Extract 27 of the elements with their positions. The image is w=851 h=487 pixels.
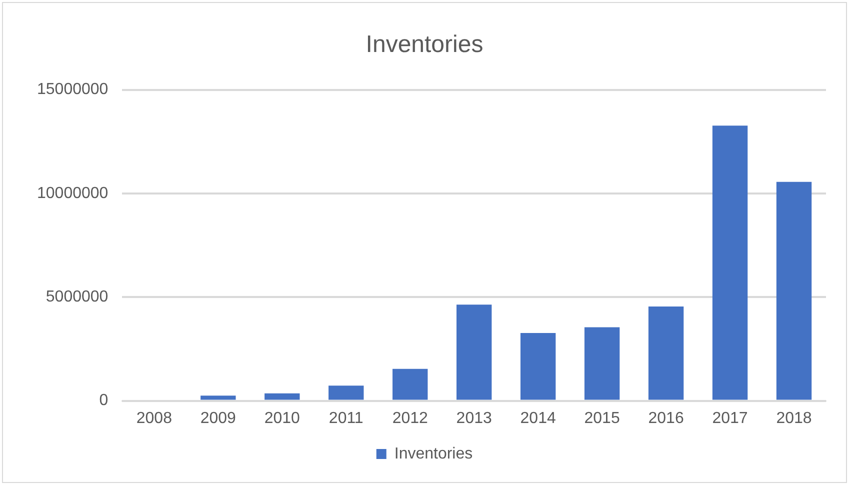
- bar: [328, 386, 364, 400]
- x-tick-label: 2011: [328, 410, 364, 427]
- bar: [456, 304, 492, 400]
- x-tick-label: 2014: [520, 410, 556, 427]
- x-tick-label: 2013: [456, 410, 492, 427]
- x-tick-label: 2016: [648, 410, 684, 427]
- bar: [776, 182, 812, 400]
- x-tick-label: 2010: [264, 410, 300, 427]
- bar: [200, 396, 236, 400]
- legend-label: Inventories: [394, 445, 473, 462]
- x-tick-label: 2008: [136, 410, 172, 427]
- x-tick-label: 2015: [584, 410, 620, 427]
- bar: [520, 333, 556, 400]
- bar: [648, 306, 684, 400]
- x-tick-label: 2018: [776, 410, 812, 427]
- bar: [392, 368, 428, 400]
- chart-title: Inventories: [366, 31, 484, 58]
- x-tick-label: 2009: [200, 410, 236, 427]
- y-tick-label: 5000000: [46, 288, 108, 306]
- x-tick-label: 2012: [392, 410, 428, 427]
- y-tick-label: 10000000: [37, 184, 108, 202]
- bar: [712, 126, 748, 400]
- bar: [584, 327, 620, 400]
- y-tick-label: 15000000: [37, 81, 108, 98]
- y-tick-label: 0: [99, 392, 108, 410]
- bar: [264, 393, 300, 400]
- x-tick-label: 2017: [712, 410, 748, 427]
